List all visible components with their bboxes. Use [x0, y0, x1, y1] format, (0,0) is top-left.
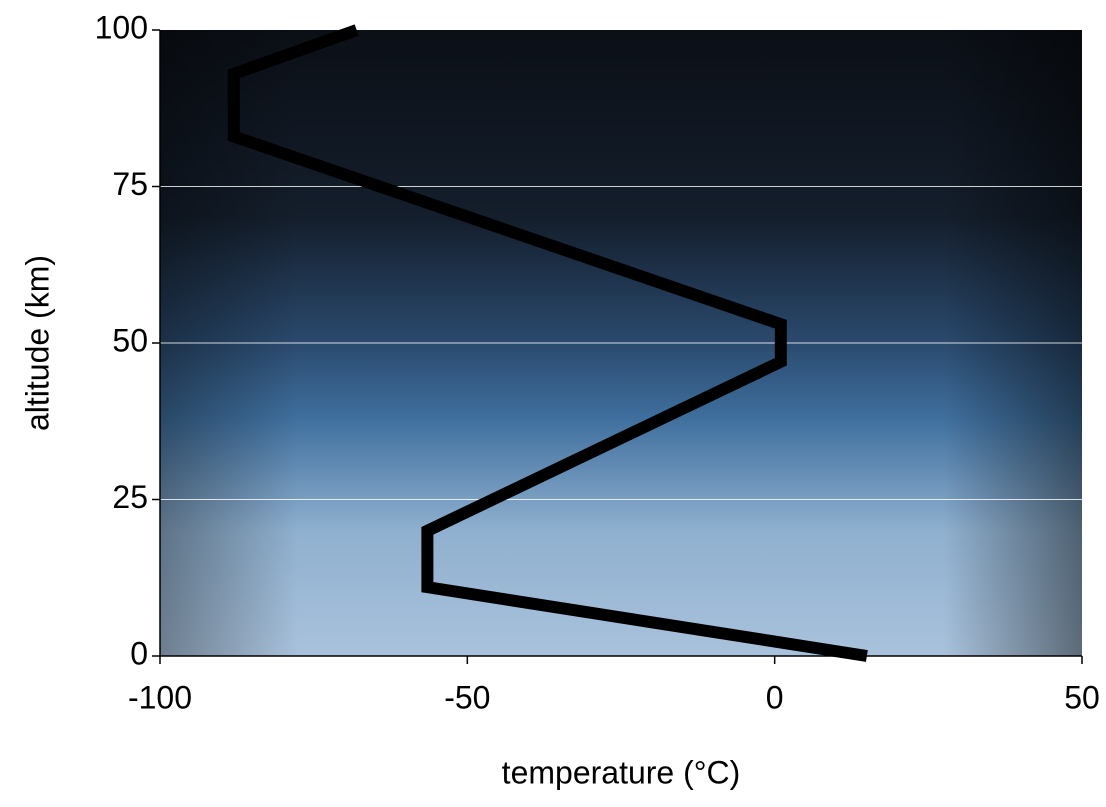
x-tick-label: 0: [766, 679, 784, 715]
y-tick-label: 50: [112, 322, 148, 358]
temperature-line: [227, 24, 868, 662]
y-axis-label: altitude (km): [19, 255, 55, 431]
x-tick-label: 50: [1064, 679, 1100, 715]
x-tick-label: -100: [128, 679, 192, 715]
y-tick-label: 0: [130, 635, 148, 671]
y-tick-label: 25: [112, 479, 148, 515]
y-tick-label: 75: [112, 166, 148, 202]
y-tick-label: 100: [95, 9, 148, 45]
x-axis-label: temperature (°C): [502, 754, 741, 790]
x-tick-label: -50: [444, 679, 490, 715]
